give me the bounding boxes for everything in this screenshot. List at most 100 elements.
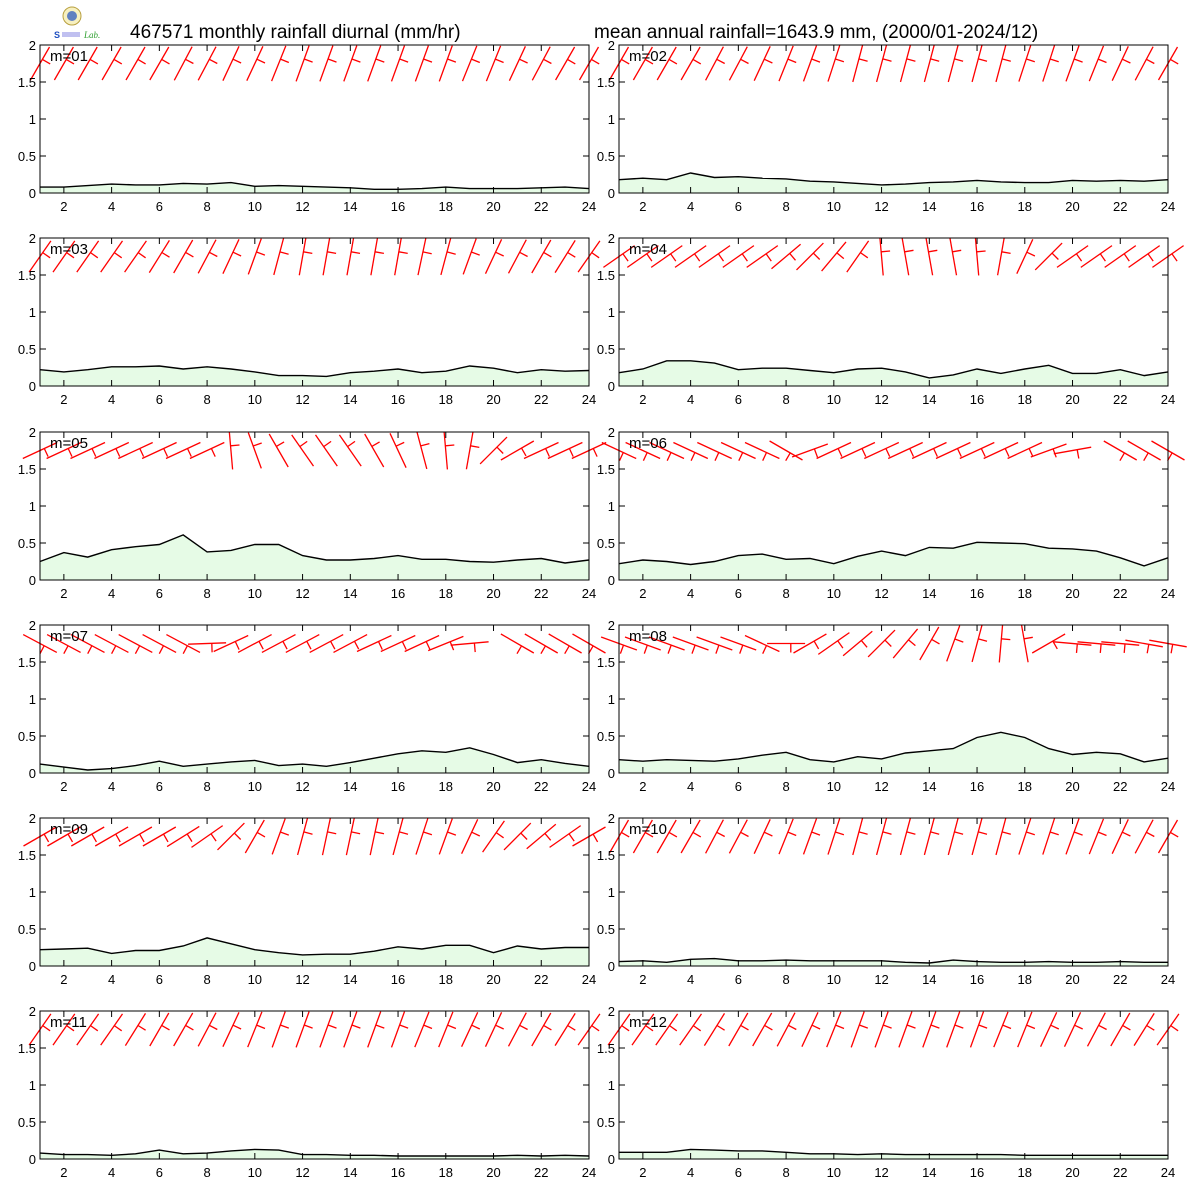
wind-barb xyxy=(1065,818,1083,855)
month-label: m=01 xyxy=(50,48,88,65)
y-tick-label: 2 xyxy=(608,618,615,633)
wind-barb xyxy=(919,626,940,661)
y-tick-label: 1 xyxy=(29,1078,36,1093)
wind-barb xyxy=(367,45,385,82)
wind-barb xyxy=(1134,819,1155,854)
wind-barb xyxy=(246,46,266,81)
x-tick-label: 16 xyxy=(391,972,405,987)
wind-barb xyxy=(118,441,153,460)
y-tick-label: 2 xyxy=(608,38,615,53)
wind-barb xyxy=(94,634,129,655)
x-tick-label: 2 xyxy=(639,199,646,214)
x-tick-label: 4 xyxy=(108,779,115,794)
x-tick-label: 14 xyxy=(343,972,357,987)
wind-barb xyxy=(793,633,827,654)
month-label: m=04 xyxy=(629,241,667,258)
rainfall-area xyxy=(40,937,589,966)
wind-barb xyxy=(1030,443,1067,458)
y-tick-label: 1.5 xyxy=(597,75,615,90)
rainfall-area xyxy=(619,173,1168,193)
wind-barb xyxy=(1101,641,1140,653)
y-tick-label: 1.5 xyxy=(597,1041,615,1056)
x-tick-label: 6 xyxy=(735,392,742,407)
month-label: m=11 xyxy=(50,1014,87,1031)
y-tick-label: 0 xyxy=(608,959,615,974)
wind-barb xyxy=(53,46,75,81)
x-tick-label: 10 xyxy=(827,586,841,601)
wind-barb xyxy=(753,819,773,854)
x-tick-label: 12 xyxy=(295,972,309,987)
wind-barb xyxy=(346,237,361,276)
wind-barb xyxy=(465,431,480,470)
x-tick-label: 22 xyxy=(1113,199,1127,214)
x-tick-label: 2 xyxy=(60,392,67,407)
wind-barb xyxy=(949,237,962,276)
wind-barb xyxy=(222,239,242,274)
wind-barb xyxy=(508,46,528,81)
wind-barb xyxy=(70,826,105,847)
month-label: m=07 xyxy=(50,628,88,645)
wind-barb xyxy=(649,441,685,461)
wind-barb xyxy=(364,433,385,468)
y-tick-label: 1 xyxy=(608,885,615,900)
wind-barb xyxy=(484,239,504,274)
wind-barb xyxy=(722,245,755,268)
wind-barb xyxy=(1111,819,1131,854)
wind-barb xyxy=(922,1011,940,1048)
y-tick-label: 0.5 xyxy=(18,342,36,357)
wind-barb xyxy=(696,636,733,654)
wind-barb xyxy=(141,441,177,460)
x-tick-label: 16 xyxy=(391,199,405,214)
y-tick-label: 2 xyxy=(608,1004,615,1019)
x-tick-label: 6 xyxy=(735,1165,742,1180)
x-tick-label: 8 xyxy=(203,199,210,214)
rainfall-line xyxy=(40,181,590,190)
y-tick-label: 0 xyxy=(608,379,615,394)
x-tick-label: 10 xyxy=(248,392,262,407)
wind-barb xyxy=(524,633,559,655)
wind-barb xyxy=(271,1011,290,1048)
wind-barb xyxy=(149,46,170,81)
wind-barb xyxy=(548,633,582,655)
wind-barb xyxy=(52,1013,76,1046)
x-tick-label: 12 xyxy=(295,392,309,407)
rainfall-line xyxy=(39,365,590,378)
y-tick-label: 0.5 xyxy=(597,342,615,357)
wind-barb xyxy=(461,1012,481,1047)
wind-barb xyxy=(271,818,290,855)
x-tick-label: 4 xyxy=(108,972,115,987)
wind-barb xyxy=(70,634,105,655)
wind-barb xyxy=(319,1011,337,1048)
wind-barb xyxy=(767,642,806,653)
wind-barb xyxy=(247,238,266,275)
wind-barb xyxy=(333,634,368,653)
wind-barb xyxy=(76,240,100,273)
wind-barb xyxy=(1080,245,1113,268)
wind-barb xyxy=(77,46,99,81)
wind-barb xyxy=(697,441,732,461)
y-tick-label: 0.5 xyxy=(18,1115,36,1130)
wind-barb xyxy=(1020,624,1033,663)
wind-barb xyxy=(821,241,847,272)
month-label: m=12 xyxy=(629,1014,667,1031)
x-tick-label: 10 xyxy=(248,199,262,214)
x-tick-label: 20 xyxy=(1065,972,1079,987)
wind-barb xyxy=(778,818,797,855)
wind-barb xyxy=(270,45,290,82)
x-tick-label: 24 xyxy=(582,779,596,794)
wind-barb xyxy=(343,1011,361,1048)
x-tick-label: 12 xyxy=(874,972,888,987)
x-tick-label: 14 xyxy=(343,1165,357,1180)
wind-barb xyxy=(899,44,916,83)
x-tick-label: 16 xyxy=(970,779,984,794)
wind-barb xyxy=(47,826,81,847)
month-label: m=05 xyxy=(50,435,88,452)
wind-barb xyxy=(244,819,266,854)
x-tick-label: 8 xyxy=(782,586,789,601)
x-tick-label: 24 xyxy=(1161,199,1175,214)
wind-barb xyxy=(440,237,456,276)
rainfall-line xyxy=(618,957,1168,964)
